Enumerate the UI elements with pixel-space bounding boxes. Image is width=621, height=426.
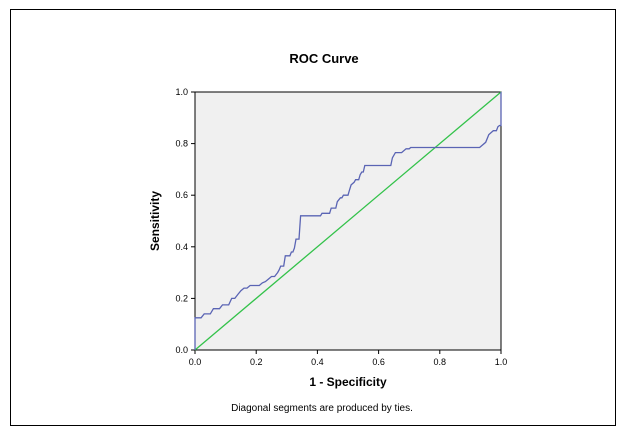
x-axis-label: 1 - Specificity [309,375,387,389]
y-tick-label: 1.0 [175,87,188,97]
series-lines [194,91,502,351]
tick-labels: 0.0 0.2 0.4 0.6 0.8 1.0 0.0 0.2 0.4 0.6 0.8 1.0 [175,87,507,367]
roc-curve-line [194,92,502,350]
y-tick-label: 0.2 [175,293,188,303]
x-tick-label: 0.4 [311,357,324,367]
y-tick-label: 0.6 [175,190,188,200]
axis-ticks [191,91,502,354]
footnote: Diagonal segments are produced by ties. [231,403,413,414]
x-tick-label: 0.8 [434,357,447,367]
y-tick-label: 0.4 [175,242,188,252]
chart-title: ROC Curve [289,51,358,66]
x-tick-label: 0.2 [250,357,263,367]
x-tick-label: 1.0 [495,357,508,367]
x-tick-label: 0.0 [189,357,202,367]
reference-diagonal-line [194,91,502,351]
y-tick-label: 0.0 [175,345,188,355]
y-tick-label: 0.8 [175,139,188,149]
x-tick-label: 0.6 [372,357,385,367]
y-axis-label: Sensitivity [148,191,162,251]
